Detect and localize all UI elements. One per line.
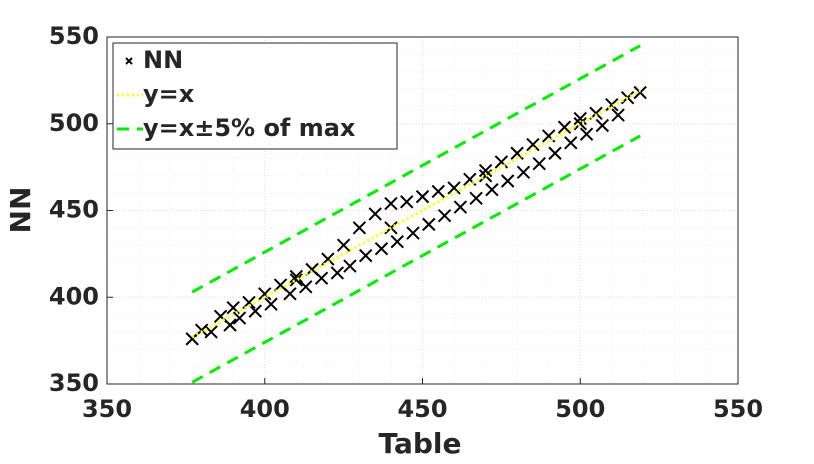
scatter-point	[469, 191, 483, 206]
scatter-point	[478, 169, 493, 183]
y-tick-label: 550	[49, 22, 99, 50]
scatter-point	[400, 195, 414, 209]
scatter-point	[611, 108, 625, 122]
scatter-point	[564, 136, 578, 150]
scatter-point	[548, 146, 562, 160]
scatter-point	[500, 174, 515, 188]
scatter-point	[223, 318, 237, 332]
scatter-point	[248, 304, 262, 318]
plot-frame	[106, 36, 739, 385]
scatter-point	[573, 117, 587, 131]
scatter-point	[330, 266, 345, 280]
y-tick-label: 450	[49, 196, 99, 224]
scatter-point	[232, 311, 247, 325]
scatter-point	[485, 182, 499, 197]
scatter-point	[352, 221, 367, 235]
scatter-point	[314, 271, 329, 285]
y-tick-label: 500	[49, 109, 99, 137]
scatter-point	[384, 196, 398, 211]
x-tick-label: 450	[397, 395, 447, 423]
scatter-point	[406, 226, 420, 240]
scatter-point	[605, 97, 619, 112]
scatter-point	[264, 297, 278, 311]
x-tick-label: 400	[240, 395, 290, 423]
scatter-point	[368, 207, 382, 221]
scatter-point	[510, 146, 524, 160]
scatter-point	[557, 120, 572, 134]
scatter-point	[579, 127, 594, 141]
scatter-point	[390, 235, 404, 249]
scatter-point	[447, 181, 461, 195]
legend: NN y=x y=x±5% of max	[112, 42, 398, 150]
scatter-point	[453, 200, 468, 214]
scatter-point	[516, 165, 531, 180]
x-axis-label: Table	[378, 427, 461, 460]
scatter-point	[415, 189, 430, 204]
scatter-point	[595, 118, 610, 133]
y-tick-label: 350	[49, 369, 99, 397]
y-axis-label: NN	[4, 187, 37, 234]
legend-box	[112, 42, 398, 150]
series-line	[191, 134, 641, 384]
legend-label: NN	[143, 46, 183, 74]
scatter-point	[283, 287, 297, 301]
scatter-point	[343, 259, 357, 273]
legend-marker	[125, 57, 133, 65]
scatter-point	[422, 217, 436, 232]
scatter-point	[359, 248, 373, 263]
scatter-point	[526, 137, 540, 152]
scatter-point	[478, 163, 493, 178]
y-tick-label: 400	[49, 282, 99, 310]
scatter-point	[532, 156, 546, 171]
scatter-point	[258, 287, 272, 301]
scatter-point	[633, 85, 647, 100]
legend-label: y=x±5% of max	[143, 114, 356, 142]
x-tick-label: 550	[713, 395, 763, 423]
scatter-point	[204, 325, 218, 339]
scatter-point	[431, 184, 445, 199]
scatter-point	[289, 273, 304, 287]
scatter-point	[299, 280, 313, 294]
x-tick-label: 350	[82, 395, 132, 423]
scatter-point	[374, 241, 389, 256]
series-line	[191, 89, 641, 339]
x-tick-label: 500	[555, 395, 605, 423]
scatter-point	[336, 238, 351, 252]
legend-label: y=x	[143, 80, 195, 108]
series-line	[191, 44, 641, 294]
scatter-point	[437, 208, 452, 223]
